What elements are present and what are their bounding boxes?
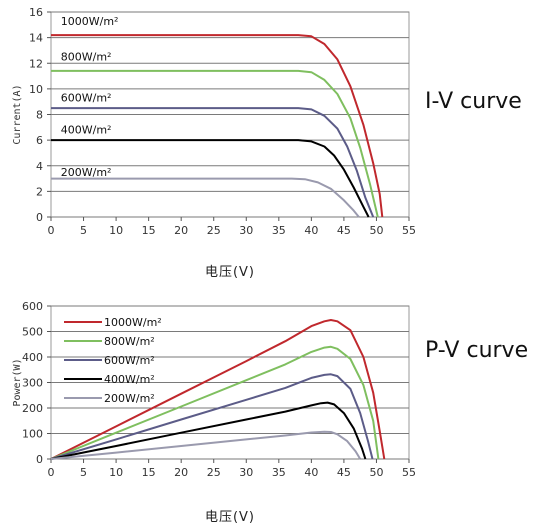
y-tick-label: 300: [22, 377, 43, 390]
legend-label-2: 600W/m²: [104, 354, 155, 367]
x-tick-label: 45: [337, 224, 351, 237]
x-tick-label: 40: [304, 224, 318, 237]
x-tick-label: 35: [272, 466, 286, 479]
series-line-3: [50, 401, 367, 460]
x-tick-label: 55: [402, 466, 416, 479]
y-tick-label: 500: [22, 326, 43, 339]
x-tick-label: 5: [80, 224, 87, 237]
x-tick-label: 55: [402, 224, 416, 237]
chart-side-title: P-V curve: [425, 338, 528, 363]
x-tick-label: 30: [239, 466, 253, 479]
series-line-0: [50, 319, 386, 460]
y-tick-label: 10: [29, 83, 43, 96]
x-tick-label: 10: [109, 224, 123, 237]
series-label-0: 1000W/m²: [61, 15, 119, 28]
x-tick-label: 0: [48, 466, 55, 479]
y-tick-label: 400: [22, 351, 43, 364]
series-line-0: [51, 34, 384, 218]
iv-chart: 0 2 4 6 8 10 12 14 16 0 5 10 15 20 25 30 35 40 45 50 55 电压(V)…: [12, 6, 522, 280]
series-line-4: [51, 177, 360, 218]
series-line-1: [51, 69, 379, 218]
y-tick-label: 600: [22, 300, 43, 313]
series-label-1: 800W/m²: [61, 51, 112, 64]
x-tick-label: 40: [304, 466, 318, 479]
pv-chart: 0 100 200 300 400 500 600 0 5 10 15 20 25 30 35 40 45 50 5…: [12, 300, 528, 525]
y-tick-label: 8: [36, 109, 43, 122]
y-tick-label: 0: [36, 453, 43, 466]
y-axis-label: Power(W): [12, 358, 23, 406]
x-tick-label: 50: [369, 466, 383, 479]
y-tick-label: 100: [22, 428, 43, 441]
series-label-4: 200W/m²: [61, 166, 112, 179]
x-tick-label: 20: [174, 466, 188, 479]
y-tick-label: 2: [36, 185, 43, 198]
series-line-2: [51, 107, 375, 218]
y-tick-label: 14: [29, 32, 43, 45]
x-tick-label: 50: [369, 224, 383, 237]
series-line-3: [51, 139, 370, 218]
y-tick-label: 0: [36, 211, 43, 224]
x-tick-label: 25: [207, 466, 221, 479]
legend-label-4: 200W/m²: [104, 392, 155, 405]
x-tick-label: 30: [239, 224, 253, 237]
x-tick-label: 45: [337, 466, 351, 479]
y-tick-label: 12: [29, 57, 43, 70]
legend-label-1: 800W/m²: [104, 335, 155, 348]
x-tick-label: 15: [142, 466, 156, 479]
x-tick-label: 15: [142, 224, 156, 237]
x-axis-label: 电压(V): [205, 265, 255, 280]
y-tick-label: 16: [29, 6, 43, 19]
x-tick-label: 10: [109, 466, 123, 479]
series-line-1: [50, 345, 380, 460]
y-tick-label: 200: [22, 402, 43, 415]
x-tick-label: 25: [207, 224, 221, 237]
y-tick-label: 6: [36, 134, 43, 147]
x-tick-label: 35: [272, 224, 286, 237]
x-tick-label: 5: [80, 466, 87, 479]
x-tick-label: 0: [48, 224, 55, 237]
legend-label-0: 1000W/m²: [104, 316, 162, 329]
series-label-2: 600W/m²: [61, 92, 112, 105]
legend-label-3: 400W/m²: [104, 373, 155, 386]
series-line-4: [50, 430, 362, 460]
y-axis-label: Current(A): [12, 84, 23, 144]
series-line-2: [50, 373, 374, 460]
x-axis-label: 电压(V): [205, 510, 255, 525]
x-tick-label: 20: [174, 224, 188, 237]
chart-side-title: I-V curve: [425, 89, 522, 114]
y-tick-label: 4: [36, 160, 43, 173]
series-label-3: 400W/m²: [61, 124, 112, 137]
